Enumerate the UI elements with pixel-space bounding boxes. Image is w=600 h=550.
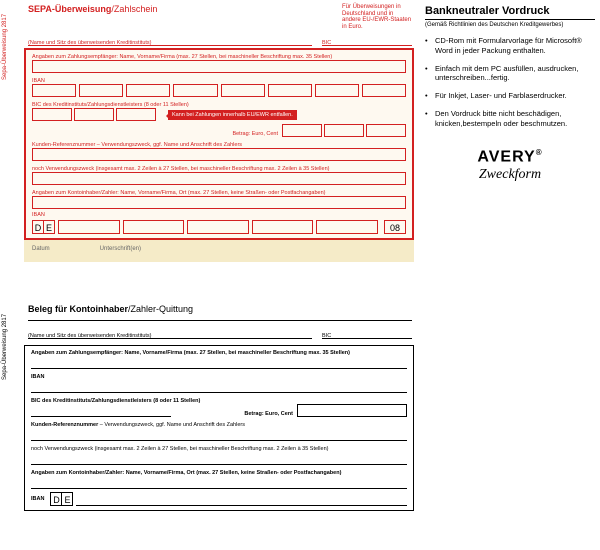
logo-zweckform: Zweckform bbox=[425, 167, 595, 183]
vertical-label-bottom: Sepa-Überweisung 2817 bbox=[2, 314, 8, 380]
arrow-note: Kann bei Zahlungen innerhalb EU/EWR entf… bbox=[168, 110, 297, 120]
vertical-label-top: Sepa-Überweisung 2817 bbox=[2, 14, 8, 80]
recipient-input[interactable] bbox=[32, 60, 406, 73]
verwendung-input-b[interactable] bbox=[31, 452, 407, 465]
feature-list: CD-Rom mit Formularvorlage für Microsoft… bbox=[425, 36, 595, 128]
iban-cells[interactable] bbox=[32, 84, 406, 97]
kontoinhaber-label-b: Angaben zum Kontoinhaber/Zahler: Name, V… bbox=[27, 468, 411, 476]
iban-label2: IBAN bbox=[32, 212, 45, 218]
kundenref-label: Kunden-Referenznummer – Verwendungszweck… bbox=[28, 140, 410, 148]
kontoinhaber-input[interactable] bbox=[32, 196, 406, 209]
divider bbox=[28, 320, 412, 321]
iban-e: E bbox=[43, 220, 55, 234]
form-frame: Angaben zum Zahlungsempfänger: Name, Vor… bbox=[24, 48, 414, 240]
signature-area: Datum Unterschrift(en) bbox=[24, 240, 414, 262]
bic-field-b[interactable]: BIC bbox=[322, 327, 412, 339]
bic-input-b[interactable] bbox=[31, 404, 171, 417]
code-box: 08 bbox=[384, 220, 406, 234]
bic-long-label-b: BIC des Kreditinstituts/Zahlungsdienstle… bbox=[27, 396, 411, 404]
bic-long-label: BIC des Kreditinstituts/Zahlungsdienstle… bbox=[28, 100, 410, 108]
feature-item: Den Vordruck bitte nicht beschädigen, kn… bbox=[425, 109, 595, 129]
verwendung-label-b: noch Verwendungszweck (insgesamt max. 2 … bbox=[27, 444, 411, 452]
bic-cell[interactable] bbox=[116, 108, 156, 121]
form-title-top: SEPA-Überweisung/Zahlschein bbox=[28, 4, 157, 14]
recipient-label: Angaben zum Zahlungsempfänger: Name, Vor… bbox=[28, 52, 410, 60]
bic-field[interactable]: BIC bbox=[322, 34, 412, 46]
bank-name-field-b[interactable]: (Name und Sitz des überweisenden Krediti… bbox=[28, 327, 312, 339]
kontoinhaber-label: Angaben zum Kontoinhaber/Zahler: Name, V… bbox=[28, 188, 410, 196]
feature-item: Für Inkjet, Laser- und Farblaserdrucker. bbox=[425, 91, 595, 101]
betrag-input-b[interactable] bbox=[297, 404, 407, 417]
title-bold: SEPA-Überweisung bbox=[28, 4, 111, 14]
kontoinhaber-input-b[interactable] bbox=[31, 476, 407, 489]
kundenref-label-b: Kunden-Referenznummer – Verwendungszweck… bbox=[27, 420, 411, 428]
product-info-sidebar: Bankneutraler Vordruck (Gemäß Richtlinie… bbox=[425, 5, 595, 183]
recipient-input-b[interactable] bbox=[31, 356, 407, 369]
feature-item: Einfach mit dem PC ausfüllen, ausdrucken… bbox=[425, 64, 595, 84]
title-rest-b: /Zahler-Quittung bbox=[128, 304, 193, 314]
feature-item: CD-Rom mit Formularvorlage für Microsoft… bbox=[425, 36, 595, 56]
betrag-label: Betrag: Euro, Cent bbox=[232, 131, 278, 137]
recipient-label-b: Angaben zum Zahlungsempfänger: Name, Vor… bbox=[27, 348, 411, 356]
receipt-form: Sepa-Überweisung 2817 Beleg für Kontoinh… bbox=[0, 300, 420, 550]
bank-name-field[interactable]: (Name und Sitz des überweisenden Krediti… bbox=[28, 34, 312, 46]
kundenref-input[interactable] bbox=[32, 148, 406, 161]
betrag-label-b: Betrag: Euro, Cent bbox=[244, 411, 293, 417]
logo-avery: AVERY bbox=[425, 148, 595, 166]
kundenref-input-b[interactable] bbox=[31, 428, 407, 441]
iban-rest-b[interactable] bbox=[76, 492, 407, 506]
title-bold-b: Beleg für Kontoinhaber bbox=[28, 304, 128, 314]
transfer-note: Für Überweisungen in Deutschland und in … bbox=[342, 4, 412, 30]
iban-label-b: IBAN bbox=[27, 372, 411, 380]
iban-input-b[interactable] bbox=[31, 380, 407, 393]
title-rest: /Zahlschein bbox=[111, 4, 157, 14]
brand-logo: AVERY Zweckform bbox=[425, 148, 595, 182]
sidebar-subtitle: (Gemäß Richtlinien des Deutschen Kreditg… bbox=[425, 22, 595, 28]
iban-cell[interactable] bbox=[58, 220, 120, 234]
verwendung-input[interactable] bbox=[32, 172, 406, 185]
datum-field[interactable]: Datum bbox=[32, 246, 50, 252]
sepa-transfer-form: Sepa-Überweisung 2817 SEPA-Überweisung/Z… bbox=[0, 0, 420, 290]
iban-label: IBAN bbox=[28, 76, 410, 84]
form-frame-b: Angaben zum Zahlungsempfänger: Name, Vor… bbox=[24, 345, 414, 511]
unterschrift-field[interactable]: Unterschrift(en) bbox=[100, 246, 141, 252]
betrag-cells[interactable] bbox=[282, 124, 406, 137]
sidebar-title: Bankneutraler Vordruck bbox=[425, 5, 595, 20]
bic-cell[interactable] bbox=[32, 108, 72, 121]
bic-row: Kann bei Zahlungen innerhalb EU/EWR entf… bbox=[32, 108, 406, 121]
iban-label2-b: IBAN bbox=[31, 496, 44, 502]
bic-cell[interactable] bbox=[74, 108, 114, 121]
verwendung-label: noch Verwendungszweck (insgesamt max. 2 … bbox=[28, 164, 410, 172]
form-title-bottom: Beleg für Kontoinhaber/Zahler-Quittung bbox=[28, 304, 193, 314]
iban-e-b: E bbox=[61, 492, 73, 506]
